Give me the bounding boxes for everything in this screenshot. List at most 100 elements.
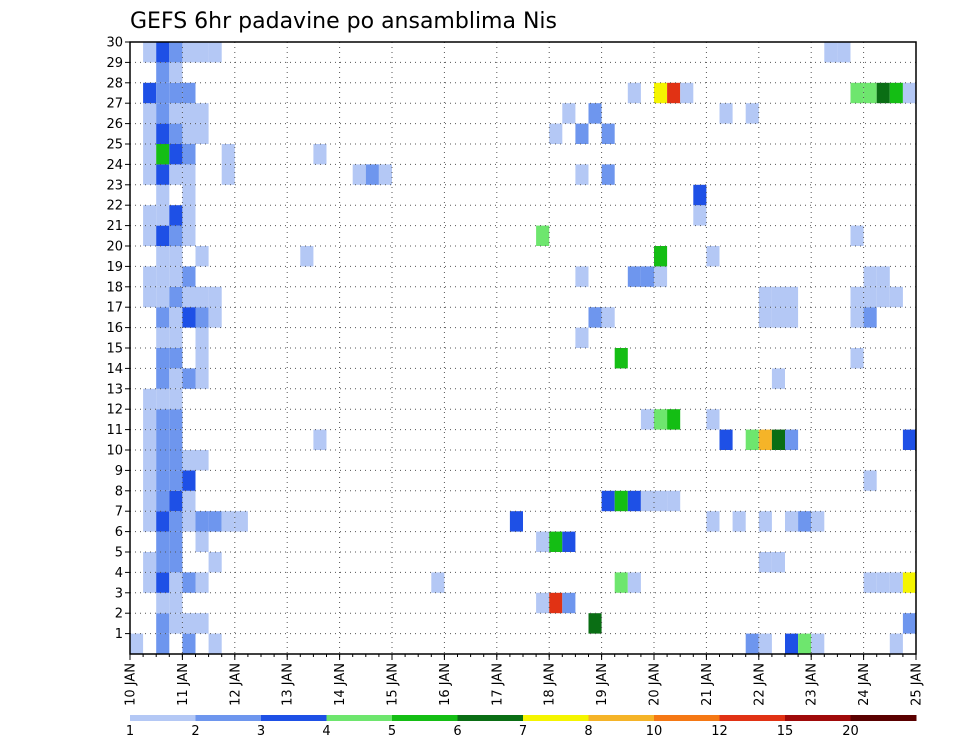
- heatmap-cell-42: [156, 184, 170, 206]
- heatmap-cell-90: [182, 205, 196, 226]
- heatmap-cell-25: [156, 531, 170, 552]
- heatmap-cell-149: [601, 123, 615, 144]
- heatmap-cell-62: [169, 368, 183, 389]
- heatmap-cell-4: [143, 490, 157, 512]
- heatmap-cell-199: [811, 511, 825, 532]
- heatmap-cell-200: [824, 42, 838, 63]
- heatmap-cell-7: [143, 429, 157, 450]
- legend-swatch-3: [326, 715, 393, 721]
- heatmap-cell-220: [889, 82, 903, 104]
- heatmap-cell-24: [156, 552, 170, 573]
- heatmap-cell-126: [365, 164, 379, 185]
- legend-label-6: 7: [519, 724, 527, 739]
- y-tick-label-18: 18: [106, 280, 123, 295]
- heatmap-cell-0: [130, 633, 144, 654]
- heatmap-cell-64: [169, 327, 183, 348]
- heatmap-cell-85: [182, 368, 196, 389]
- heatmap-cell-104: [195, 348, 209, 369]
- heatmap-cell-26: [156, 511, 170, 532]
- heatmap-cell-119: [221, 164, 235, 185]
- heatmap-cell-63: [169, 348, 183, 369]
- heatmap-cell-69: [169, 225, 183, 246]
- heatmap-cell-137: [562, 531, 576, 552]
- heatmap-cell-115: [208, 307, 222, 328]
- heatmap-cell-181: [758, 552, 772, 573]
- heatmap-cell-100: [195, 531, 209, 552]
- heatmap-cell-13: [143, 205, 157, 226]
- legend-swatch-7: [588, 715, 655, 721]
- heatmap-cell-170: [693, 184, 707, 206]
- heatmap-cell-161: [654, 409, 668, 430]
- heatmap-cell-168: [680, 82, 694, 104]
- x-tick-label-12: 22 JAN: [752, 663, 767, 706]
- legend-swatch-1: [195, 715, 262, 721]
- x-tick-label-8: 18 JAN: [543, 663, 558, 706]
- y-tick-label-27: 27: [106, 97, 123, 112]
- heatmap-cell-174: [719, 429, 733, 450]
- heatmap-cell-52: [169, 572, 183, 593]
- heatmap-cell-53: [169, 552, 183, 573]
- heatmap-cell-146: [601, 490, 615, 512]
- x-tick-label-10: 20 JAN: [648, 663, 663, 706]
- heatmap-cell-97: [182, 42, 196, 63]
- heatmap-cell-91: [182, 184, 196, 206]
- heatmap-cell-45: [156, 123, 170, 144]
- heatmap-cell-190: [771, 286, 785, 308]
- x-tick-label-0: 10 JAN: [124, 663, 139, 706]
- heatmap-cell-92: [182, 164, 196, 185]
- heatmap-cell-143: [588, 613, 602, 634]
- heatmap-cell-51: [169, 592, 183, 614]
- heatmap-cell-164: [654, 82, 668, 104]
- heatmap-cell-136: [562, 592, 576, 614]
- heatmap-cell-35: [156, 327, 170, 348]
- y-tick-label-1: 1: [115, 627, 123, 642]
- heatmap-cell-39: [156, 246, 170, 267]
- heatmap-cell-57: [169, 470, 183, 491]
- heatmap-cell-33: [156, 368, 170, 389]
- heatmap-cell-130: [536, 592, 550, 614]
- heatmap-cell-60: [169, 409, 183, 430]
- y-tick-label-12: 12: [106, 403, 123, 418]
- x-tick-label-11: 21 JAN: [700, 663, 715, 706]
- heatmap-cell-179: [745, 103, 759, 124]
- heatmap-cell-102: [195, 450, 209, 471]
- heatmap-cell-122: [300, 246, 314, 267]
- heatmap-cell-21: [156, 613, 170, 634]
- heatmap-cell-218: [889, 572, 903, 593]
- heatmap-cell-209: [863, 307, 877, 328]
- heatmap-cell-36: [156, 307, 170, 328]
- heatmap-cell-128: [431, 572, 445, 593]
- heatmap-cell-178: [745, 429, 759, 450]
- heatmap-cell-141: [575, 164, 589, 185]
- heatmap-cell-11: [143, 266, 157, 287]
- heatmap-cell-148: [601, 164, 615, 185]
- axis-ticks: 1234567891011121314151617181920212223242…: [106, 36, 924, 706]
- legend-label-2: 3: [257, 724, 265, 739]
- heatmap-cell-152: [614, 348, 628, 369]
- heatmap-cell-67: [169, 266, 183, 287]
- heatmap-cell-120: [221, 144, 235, 165]
- heatmap-cell-189: [771, 307, 785, 328]
- heatmap-cell-134: [549, 531, 563, 552]
- heatmap-cell-94: [182, 123, 196, 144]
- y-tick-label-2: 2: [115, 607, 123, 622]
- heatmap-cell-96: [182, 82, 196, 104]
- heatmap-cell-138: [562, 103, 576, 124]
- heatmap-cell-133: [549, 592, 563, 614]
- heatmap-cell-203: [850, 307, 864, 328]
- heatmap-cell-221: [902, 613, 916, 634]
- heatmap-cell-124: [313, 144, 327, 165]
- heatmap-cell-167: [667, 82, 681, 104]
- x-tick-label-9: 19 JAN: [595, 663, 610, 706]
- heatmap-cell-194: [785, 307, 799, 328]
- heatmap-cell-166: [667, 409, 681, 430]
- y-tick-label-5: 5: [115, 546, 123, 561]
- heatmap-cell-112: [208, 633, 222, 654]
- heatmap-cell-127: [378, 164, 392, 185]
- heatmap-cell-224: [902, 82, 916, 104]
- heatmap-cell-34: [156, 348, 170, 369]
- heatmap-cell-75: [169, 82, 183, 104]
- heatmap-cell-191: [785, 633, 799, 654]
- heatmap-cell-160: [654, 490, 668, 512]
- heatmap-cell-214: [876, 286, 890, 308]
